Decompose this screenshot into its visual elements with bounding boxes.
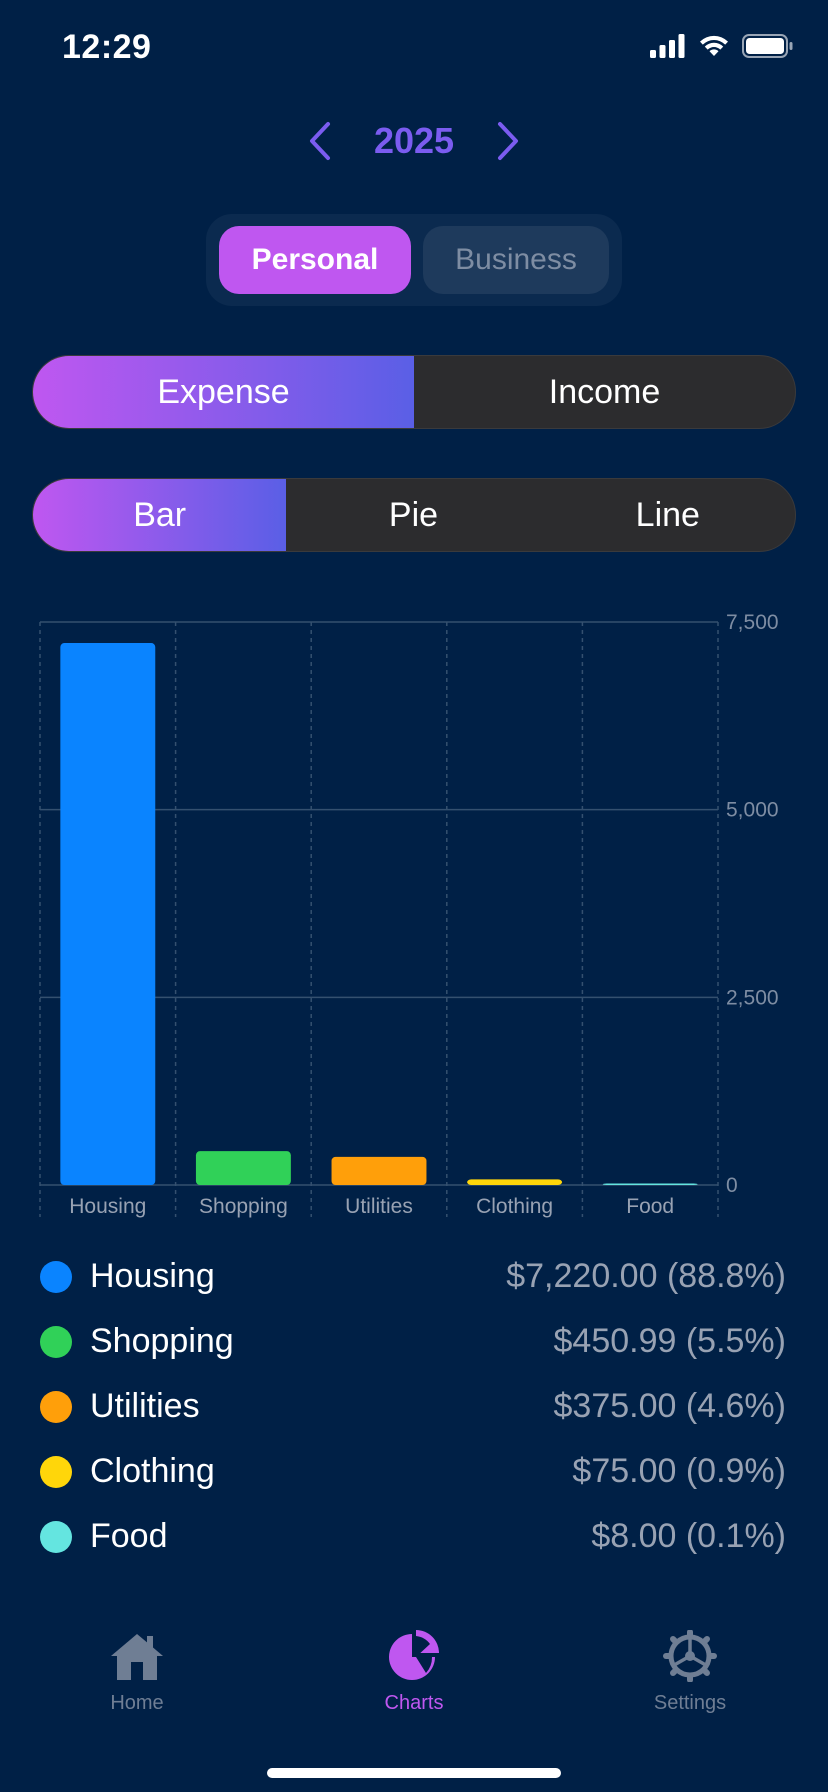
bar-option[interactable]: Bar — [33, 479, 287, 551]
legend-item-value: $450.99 (5.5%) — [553, 1322, 787, 1360]
legend-item-name: Housing — [90, 1257, 215, 1295]
personal-button[interactable]: Personal — [219, 226, 411, 294]
x-tick-label: Housing — [69, 1195, 146, 1218]
x-tick-label: Food — [626, 1195, 674, 1218]
gear-icon — [663, 1630, 717, 1682]
legend-item-name: Utilities — [90, 1387, 200, 1425]
legend-item-food[interactable]: Food $8.00 (0.1%) — [40, 1504, 786, 1569]
tab-settings-label: Settings — [653, 1692, 727, 1714]
y-tick-label: 0 — [726, 1174, 738, 1197]
x-tick-label: Clothing — [476, 1195, 553, 1218]
tab-charts-label: Charts — [384, 1692, 444, 1714]
previous-year-button[interactable] — [300, 116, 340, 166]
year-label: 2025 — [373, 120, 455, 161]
income-option[interactable]: Income — [548, 372, 661, 411]
legend-item-name: Clothing — [90, 1452, 215, 1490]
legend-item-name: Shopping — [90, 1322, 234, 1360]
expense-option[interactable]: Expense — [33, 356, 414, 428]
tab-home[interactable]: Home — [47, 1630, 227, 1740]
status-time: 12:29 — [62, 28, 152, 66]
bar-housing — [60, 643, 156, 1185]
pie-chart-icon — [389, 1630, 439, 1680]
legend-item-value: $7,220.00 (88.8%) — [506, 1257, 786, 1295]
legend-item-housing[interactable]: Housing $7,220.00 (88.8%) — [40, 1244, 786, 1309]
legend-color-dot — [40, 1325, 72, 1358]
expense-income-toggle: Expense Income — [32, 355, 796, 429]
chevron-right-icon — [498, 122, 519, 160]
next-year-button[interactable] — [488, 116, 528, 166]
home-indicator — [267, 1768, 561, 1778]
legend-color-dot — [40, 1390, 72, 1423]
legend-color-dot — [40, 1520, 72, 1553]
chevron-left-icon — [309, 122, 330, 160]
chart-legend: Housing $7,220.00 (88.8%) Shopping $450.… — [40, 1244, 786, 1569]
legend-color-dot — [40, 1260, 72, 1293]
year-selector: 2025 — [0, 116, 828, 166]
y-tick-label: 7,500 — [726, 611, 779, 634]
legend-item-value: $75.00 (0.9%) — [572, 1452, 786, 1490]
business-button[interactable]: Business — [423, 226, 609, 294]
chart-type-toggle: Bar Pie Line — [32, 478, 796, 552]
bar-chart-svg: 0 2,500 5,000 7,500 Housing Shopping Utilities… — [39, 611, 779, 1218]
y-tick-label: 5,000 — [726, 799, 779, 822]
battery-icon — [742, 34, 793, 58]
legend-item-clothing[interactable]: Clothing $75.00 (0.9%) — [40, 1439, 786, 1504]
bar-clothing — [467, 1179, 563, 1185]
x-tick-label: Utilities — [345, 1195, 413, 1218]
bar-utilities — [331, 1156, 427, 1185]
legend-item-shopping[interactable]: Shopping $450.99 (5.5%) — [40, 1309, 786, 1374]
bar-food — [602, 1183, 698, 1185]
tab-home-label: Home — [110, 1692, 164, 1714]
legend-item-value: $8.00 (0.1%) — [591, 1517, 786, 1555]
x-tick-label: Shopping — [199, 1195, 288, 1218]
cellular-signal-icon — [650, 34, 685, 58]
legend-color-dot — [40, 1455, 72, 1488]
bar-shopping — [195, 1151, 291, 1185]
wifi-icon — [700, 35, 728, 56]
bar-chart: 0 2,500 5,000 7,500 Housing Shopping Utilities… — [0, 600, 828, 1230]
legend-item-utilities[interactable]: Utilities $375.00 (4.6%) — [40, 1374, 786, 1439]
legend-item-value: $375.00 (4.6%) — [553, 1387, 787, 1425]
legend-item-name: Food — [90, 1517, 168, 1555]
house-icon — [111, 1634, 163, 1680]
pie-option[interactable]: Pie — [388, 495, 439, 534]
y-tick-label: 2,500 — [726, 986, 779, 1009]
tab-charts[interactable]: Charts — [324, 1630, 504, 1740]
status-icons — [650, 34, 794, 58]
tab-settings[interactable]: Settings — [600, 1630, 780, 1740]
line-option[interactable]: Line — [635, 495, 700, 534]
